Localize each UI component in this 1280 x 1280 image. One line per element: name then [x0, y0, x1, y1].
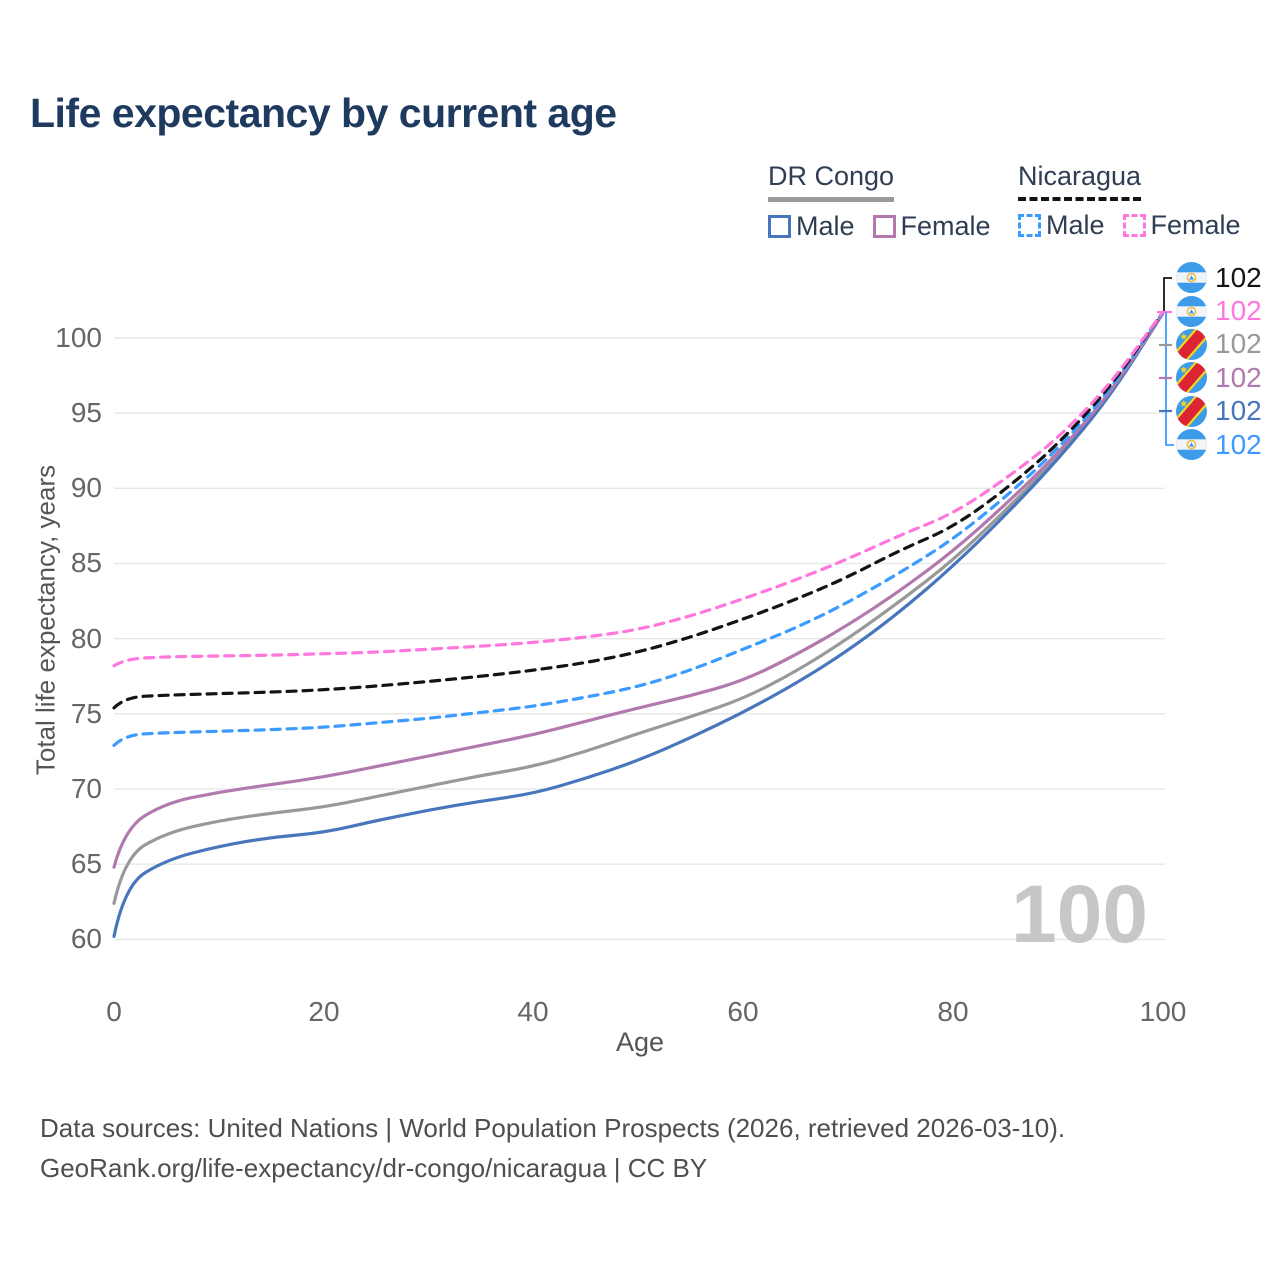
legend-item-label: Female [900, 211, 991, 241]
nicaragua-flag-icon [1176, 296, 1207, 327]
y-tick: 65 [70, 848, 102, 879]
y-tick: 75 [70, 698, 102, 729]
y-tick: 85 [70, 547, 102, 578]
legend-items-dr-congo: Male Female [768, 211, 991, 242]
end-label-nicaragua-male: 102 [1176, 428, 1262, 461]
end-label-drcongo-both: 102 [1176, 328, 1262, 361]
series-line-dr-congo-both-sexes[interactable] [112, 312, 1165, 905]
age-watermark: 100 [1011, 869, 1148, 960]
nicaragua-flag-icon [1176, 262, 1207, 293]
y-tick: 100 [55, 322, 102, 353]
series-line-dr-congo-female[interactable] [112, 312, 1165, 869]
y-tick: 80 [70, 623, 102, 654]
end-label-leader-lines [1157, 277, 1174, 446]
data-source-note: Data sources: United Nations | World Pop… [40, 1108, 1065, 1188]
legend-group-nicaragua: Nicaragua Male Female [1018, 161, 1241, 241]
end-label-value: 102 [1215, 295, 1262, 327]
x-tick: 100 [1139, 996, 1187, 1027]
legend-item-label: Female [1150, 210, 1241, 240]
gridlines [114, 337, 1165, 941]
legend-item-nic-female[interactable]: Female [1122, 210, 1241, 241]
end-label-value: 102 [1215, 261, 1262, 293]
legend-country-nicaragua: Nicaragua [1018, 161, 1142, 201]
end-label-drcongo-female: 102 [1176, 361, 1262, 394]
series-line-nicaragua-female[interactable] [112, 310, 1165, 668]
series-line-nicaragua-male[interactable] [112, 310, 1165, 747]
end-label-value: 102 [1215, 428, 1262, 460]
series-curves [112, 310, 1165, 938]
y-tick: 95 [70, 397, 102, 428]
legend-group-dr-congo: DR Congo Male Female [768, 161, 991, 242]
x-axis-title: Age [615, 1027, 665, 1057]
leader-line [1165, 312, 1174, 446]
end-label-value: 102 [1215, 395, 1262, 427]
y-tick: 60 [70, 923, 102, 954]
series-line-nicaragua-both-sexes[interactable] [112, 310, 1165, 710]
legend-item-drc-male[interactable]: Male [768, 211, 855, 242]
end-label-drcongo-male: 102 [1176, 395, 1262, 428]
x-tick: 0 [106, 996, 122, 1027]
data-source-line1: Data sources: United Nations | World Pop… [40, 1113, 1066, 1143]
leader-line [1163, 277, 1172, 312]
end-label-nicaragua-both: 102 [1176, 261, 1262, 294]
x-tick: 80 [937, 996, 969, 1027]
data-source-line2: GeoRank.org/life-expectancy/dr-congo/nic… [40, 1153, 708, 1183]
y-tick: 90 [70, 472, 102, 503]
legend-item-label: Male [796, 211, 855, 241]
legend-item-label: Male [1046, 210, 1105, 240]
x-tick: 20 [308, 996, 340, 1027]
nic-male-swatch-icon [1018, 214, 1041, 237]
end-label-value: 102 [1215, 328, 1262, 360]
end-label-value: 102 [1215, 361, 1262, 393]
legend-country-dr-congo: DR Congo [768, 161, 895, 202]
x-tick: 60 [727, 996, 759, 1027]
dr-congo-flag-icon [1176, 396, 1207, 427]
drc-female-swatch-icon [872, 215, 896, 238]
x-tick: 40 [517, 996, 549, 1027]
legend-item-nic-male[interactable]: Male [1018, 210, 1105, 241]
nicaragua-flag-icon [1176, 429, 1207, 460]
dr-congo-flag-icon [1176, 329, 1207, 360]
page-title: Life expectancy by current age [30, 90, 617, 136]
legend-item-drc-female[interactable]: Female [872, 211, 991, 242]
series-line-dr-congo-male[interactable] [112, 312, 1165, 938]
end-label-nicaragua-female: 102 [1176, 294, 1262, 327]
dr-congo-flag-icon [1176, 362, 1207, 393]
y-tick: 70 [70, 773, 102, 804]
nic-female-swatch-icon [1122, 214, 1146, 237]
end-value-labels: 102 102 102 102 102 102 [1176, 261, 1262, 461]
legend-items-nicaragua: Male Female [1018, 210, 1241, 241]
drc-male-swatch-icon [768, 215, 791, 238]
